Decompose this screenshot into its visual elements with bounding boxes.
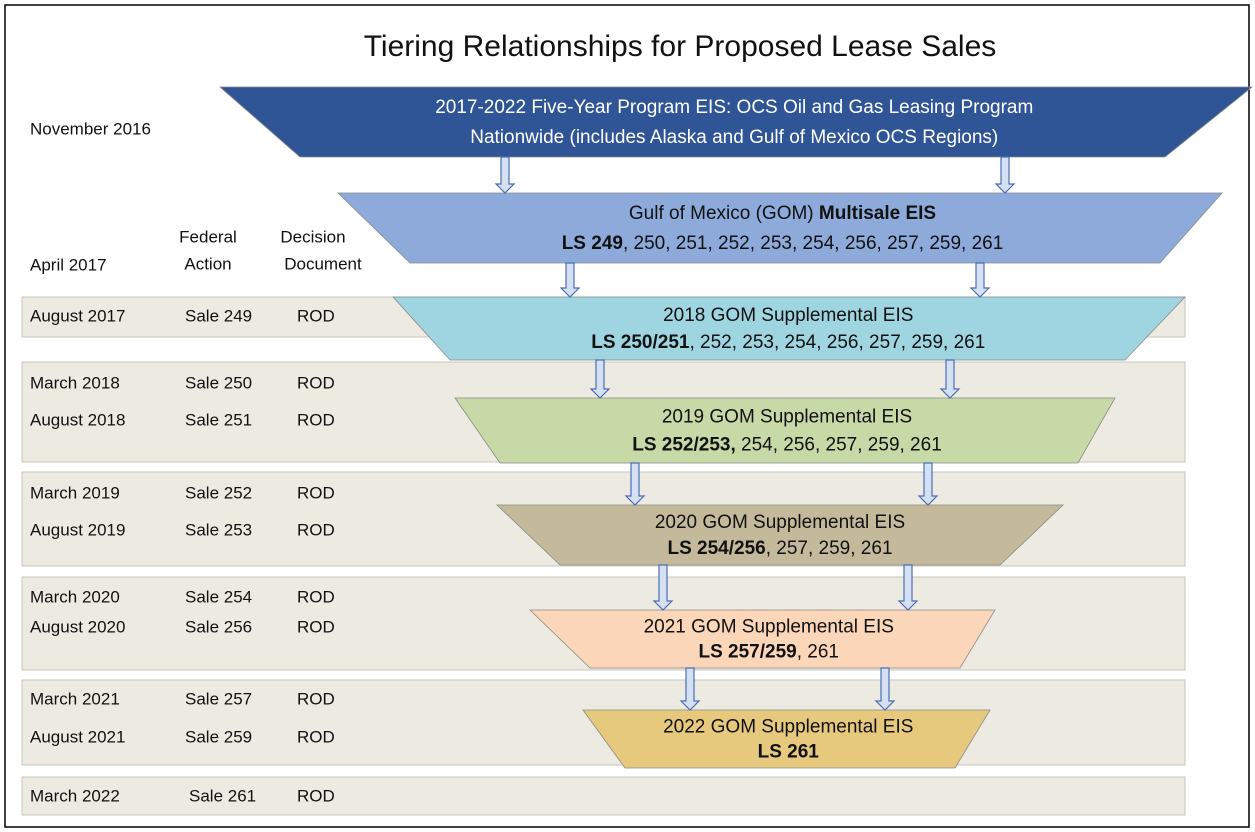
row-band: [21, 776, 1186, 816]
arrow: [589, 359, 611, 399]
row-cell: Sale 253: [185, 520, 252, 539]
level-text: 2020 GOM Supplemental EIS: [655, 512, 905, 533]
header: Decision: [280, 227, 345, 246]
row-cell: Sale 256: [185, 617, 252, 636]
levels: 2017-2022 Five-Year Program EIS: OCS Oil…: [218, 86, 1254, 769]
row-cell: August 2021: [30, 727, 125, 746]
row-cell: Sale 251: [185, 410, 252, 429]
level-text: 2021 GOM Supplemental EIS: [644, 616, 894, 637]
row-cell: Sale 252: [185, 483, 252, 502]
arrow: [969, 262, 991, 298]
text-segment: 2018 GOM Supplemental EIS: [663, 305, 913, 326]
text-segment: LS 250/251: [591, 332, 690, 353]
level-shape: [529, 609, 996, 669]
row-cell: Sale 257: [185, 689, 252, 708]
level-text: LS 261: [758, 741, 820, 762]
level-text: Gulf of Mexico (GOM) Multisale EIS: [629, 203, 936, 224]
text-segment: LS 261: [758, 741, 820, 762]
arrow: [874, 667, 896, 711]
row-cell: August 2017: [30, 306, 125, 325]
text-segment: , 250, 251, 252, 253, 254, 256, 257, 259…: [623, 233, 1003, 254]
row-cell: ROD: [297, 786, 335, 805]
row-cell: Sale 254: [185, 587, 252, 606]
row-cell: Sale 261: [189, 786, 256, 805]
level-shape: [454, 397, 1116, 464]
text-segment: LS 254/256: [667, 538, 765, 559]
title: Tiering Relationships for Proposed Lease…: [364, 30, 997, 63]
level-shape: [496, 504, 1064, 566]
level-text: 2022 GOM Supplemental EIS: [663, 716, 913, 737]
level-text: LS 257/259, 261: [698, 641, 839, 662]
arrow: [624, 462, 646, 506]
row-cell: March 2022: [30, 786, 120, 805]
row-cell: ROD: [297, 483, 335, 502]
level-text: 2019 GOM Supplemental EIS: [662, 407, 912, 428]
arrow: [939, 359, 961, 399]
row-cell: Sale 259: [185, 727, 252, 746]
arrow: [679, 667, 701, 711]
text-segment: , 257, 259, 261: [766, 538, 893, 559]
row-cell: March 2018: [30, 373, 120, 392]
row-cell: ROD: [297, 727, 335, 746]
row-cell: August 2020: [30, 617, 125, 636]
text-segment: LS 252/253,: [632, 434, 736, 455]
text-segment: 2021 GOM Supplemental EIS: [644, 616, 894, 637]
level-text: LS 249, 250, 251, 252, 253, 254, 256, 25…: [562, 233, 1004, 254]
row-cell: March 2019: [30, 483, 120, 502]
row-cell: March 2020: [30, 587, 120, 606]
row-cell: Sale 250: [185, 373, 252, 392]
level-shape: [582, 709, 991, 769]
text-segment: 254, 256, 257, 259, 261: [736, 434, 942, 455]
level-text: 2018 GOM Supplemental EIS: [663, 305, 913, 326]
arrow: [897, 564, 919, 611]
text-segment: LS 249: [562, 233, 623, 254]
arrow: [652, 564, 674, 611]
header: Federal: [179, 227, 237, 246]
text-segment: 2020 GOM Supplemental EIS: [655, 512, 905, 533]
text-segment: Gulf of Mexico (GOM): [629, 203, 819, 224]
row-cell: ROD: [297, 617, 335, 636]
row-cell: ROD: [297, 410, 335, 429]
text-segment: Nationwide (includes Alaska and Gulf of …: [470, 127, 998, 148]
level-shape: [392, 296, 1186, 361]
text-segment: , 261: [797, 641, 839, 662]
text-segment: LS 257/259: [698, 641, 796, 662]
row-cell: March 2021: [30, 689, 120, 708]
level-text: LS 254/256, 257, 259, 261: [667, 538, 892, 559]
header: Action: [184, 254, 231, 273]
row-cell: ROD: [297, 520, 335, 539]
row-cell: ROD: [297, 373, 335, 392]
row-cell: ROD: [297, 587, 335, 606]
level-shape: [337, 192, 1223, 264]
text-segment: 2017-2022 Five-Year Program EIS: OCS Oil…: [435, 97, 1033, 118]
row-cell: ROD: [297, 689, 335, 708]
timeline-label: April 2017: [30, 255, 107, 274]
timeline-label: November 2016: [30, 119, 151, 138]
arrow: [917, 462, 939, 506]
row-cell: ROD: [297, 306, 335, 325]
level-text: LS 250/251, 252, 253, 254, 256, 257, 259…: [591, 332, 985, 353]
text-segment: 2019 GOM Supplemental EIS: [662, 407, 912, 428]
arrow: [994, 156, 1016, 194]
text-segment: 2022 GOM Supplemental EIS: [663, 716, 913, 737]
header: Document: [284, 254, 362, 273]
text-segment: Multisale EIS: [819, 203, 936, 224]
level-shape: [218, 86, 1254, 158]
row-cell: August 2019: [30, 520, 125, 539]
level-text: Nationwide (includes Alaska and Gulf of …: [470, 127, 998, 148]
row-cell: Sale 249: [185, 306, 252, 325]
text-segment: , 252, 253, 254, 256, 257, 259, 261: [689, 332, 985, 353]
level-text: 2017-2022 Five-Year Program EIS: OCS Oil…: [435, 97, 1033, 118]
row-cell: August 2018: [30, 410, 125, 429]
arrow: [494, 156, 516, 194]
arrow: [559, 262, 581, 298]
level-text: LS 252/253, 254, 256, 257, 259, 261: [632, 434, 942, 455]
